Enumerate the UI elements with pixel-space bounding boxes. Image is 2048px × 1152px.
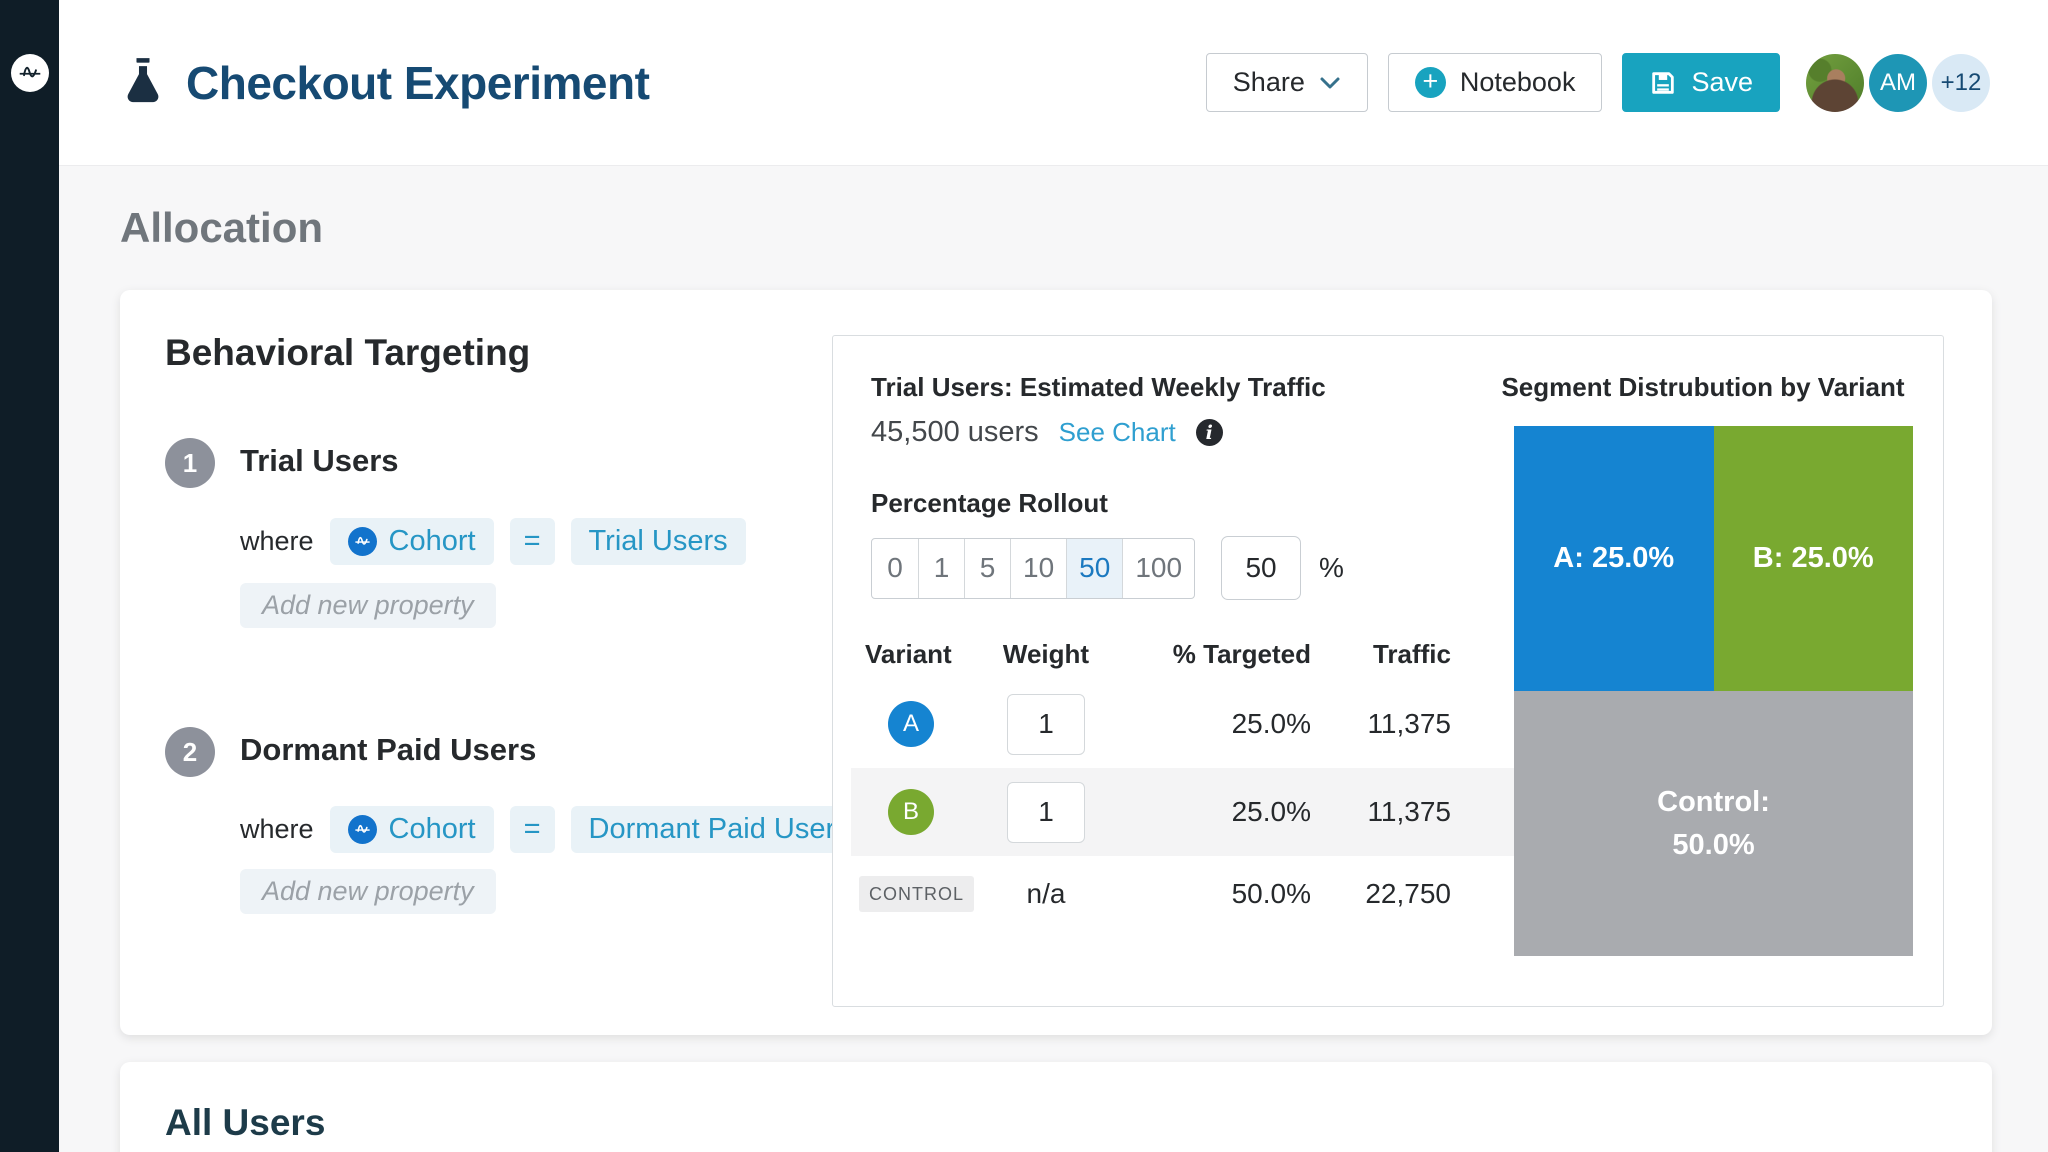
rollout-preset-group: 0 1 5 10 50 100 (871, 537, 1196, 599)
rollout-preset-100[interactable]: 100 (1122, 538, 1194, 598)
variants-table-header: Variant Weight % Targeted Traffic (851, 628, 1515, 680)
see-chart-link[interactable]: See Chart (1058, 417, 1176, 447)
variant-a-badge: A (888, 701, 934, 747)
card-title: Behavioral Targeting (165, 332, 531, 373)
info-icon[interactable] (1195, 419, 1223, 446)
property-chip-cohort[interactable]: Cohort (329, 806, 494, 853)
collaborator-avatars: AM +12 (1806, 53, 1990, 112)
table-row-variant-a: A 25.0% 11,375 (851, 680, 1515, 768)
col-header-targeted: % Targeted (1172, 638, 1311, 669)
behavioral-targeting-card: Behavioral Targeting 1 Trial Users where… (120, 290, 1992, 1035)
variants-table: Variant Weight % Targeted Traffic A 25.0… (851, 628, 1515, 932)
avatar-photo[interactable] (1806, 53, 1864, 112)
rollout-preset-1[interactable]: 1 (918, 538, 964, 598)
rollout-preset-50-selected[interactable]: 50 (1066, 538, 1123, 598)
rollout-preset-0[interactable]: 0 (887, 552, 903, 583)
traffic-panel: Trial Users: Estimated Weekly Traffic 45… (832, 335, 1944, 1007)
add-property-input[interactable]: Add new property (240, 583, 496, 628)
segment-name: Dormant Paid Users (240, 732, 537, 767)
header-bar: Checkout Experiment Share + Notebook (59, 0, 2048, 166)
where-label: where (240, 814, 314, 844)
weight-input-a[interactable] (1007, 693, 1085, 755)
chart-segment-control: Control: 50.0% (1514, 691, 1913, 956)
col-header-variant: Variant (865, 638, 952, 669)
col-header-traffic: Traffic (1372, 638, 1451, 669)
card-title-all-users: All Users (165, 1102, 326, 1143)
amplitude-logo-icon (347, 815, 377, 844)
segment-chart: A: 25.0% B: 25.0% Control: 50.0% (1514, 426, 1913, 956)
percent-unit-label: % (1319, 552, 1344, 583)
rollout-percent-input[interactable] (1221, 536, 1302, 600)
left-nav-rail (0, 0, 59, 1152)
control-badge: CONTROL (859, 875, 975, 912)
segment-number-badge: 1 (165, 438, 215, 488)
property-chip-label: Cohort (388, 813, 476, 845)
share-button[interactable]: Share (1205, 53, 1368, 112)
rollout-preset-10[interactable]: 10 (1010, 538, 1066, 598)
traffic-value-a: 11,375 (1367, 708, 1451, 739)
chart-segment-a: A: 25.0% (1514, 426, 1714, 691)
percentage-rollout-label: Percentage Rollout (871, 488, 1108, 518)
page-title: Checkout Experiment (186, 57, 650, 109)
plus-circle-icon: + (1414, 67, 1446, 98)
operator-chip[interactable]: = (509, 806, 555, 853)
property-chip-label: Cohort (388, 525, 476, 557)
targeted-value-b: 25.0% (1231, 796, 1311, 827)
traffic-value-control: 22,750 (1365, 878, 1451, 909)
add-property-input[interactable]: Add new property (240, 869, 496, 914)
chart-control-label-line2: 50.0% (1672, 828, 1755, 861)
segment-number-badge: 2 (165, 727, 215, 777)
operator-chip[interactable]: = (509, 518, 555, 565)
flask-icon (127, 58, 159, 103)
avatar-overflow-count[interactable]: +12 (1932, 53, 1990, 112)
section-title-allocation: Allocation (120, 204, 324, 251)
chart-control-label-line1: Control: (1657, 786, 1770, 819)
targeted-value-a: 25.0% (1231, 708, 1311, 739)
segment-chart-title: Segment Distrubution by Variant (1501, 372, 1905, 402)
segment-name: Trial Users (240, 443, 399, 478)
table-row-variant-b: B 25.0% 11,375 (851, 768, 1515, 856)
amplitude-logo-icon[interactable] (11, 54, 49, 92)
chart-top-row: A: 25.0% B: 25.0% (1514, 426, 1913, 691)
col-header-weight: Weight (1002, 638, 1090, 669)
avatar-initials[interactable]: AM (1869, 53, 1927, 112)
where-label: where (240, 526, 314, 556)
notebook-button-label: Notebook (1459, 67, 1576, 97)
amplitude-logo-icon (347, 527, 377, 556)
save-button[interactable]: Save (1622, 53, 1780, 112)
targeted-value-control: 50.0% (1231, 878, 1311, 909)
rollout-preset-5[interactable]: 5 (964, 538, 1010, 598)
table-row-control: CONTROL n/a 50.0% 22,750 (851, 856, 1515, 932)
save-button-label: Save (1691, 67, 1753, 97)
segment-where-row: where Cohort = Trial Users (240, 518, 746, 565)
traffic-value-b: 11,375 (1367, 796, 1451, 827)
floppy-disk-icon (1652, 71, 1675, 94)
chevron-down-icon (1320, 77, 1340, 88)
percentage-rollout-controls: 0 1 5 10 50 100 % (871, 536, 1344, 600)
notebook-button[interactable]: + Notebook (1387, 53, 1603, 112)
control-weight-na: n/a (1026, 878, 1066, 909)
chart-segment-b: B: 25.0% (1713, 426, 1913, 691)
value-chip[interactable]: Trial Users (570, 518, 746, 565)
traffic-panel-title: Trial Users: Estimated Weekly Traffic (871, 372, 1326, 402)
amplitude-logo-glyph (19, 66, 41, 78)
share-button-label: Share (1232, 67, 1305, 97)
weight-input-b[interactable] (1007, 781, 1085, 843)
all-users-card: All Users (120, 1062, 1992, 1152)
variant-b-badge: B (888, 789, 934, 835)
property-chip-cohort[interactable]: Cohort (329, 518, 494, 565)
estimated-users-value: 45,500 users (871, 416, 1039, 448)
segment-where-row: where Cohort = Dormant Paid Users (240, 806, 868, 853)
value-chip[interactable]: Dormant Paid Users (570, 806, 868, 853)
